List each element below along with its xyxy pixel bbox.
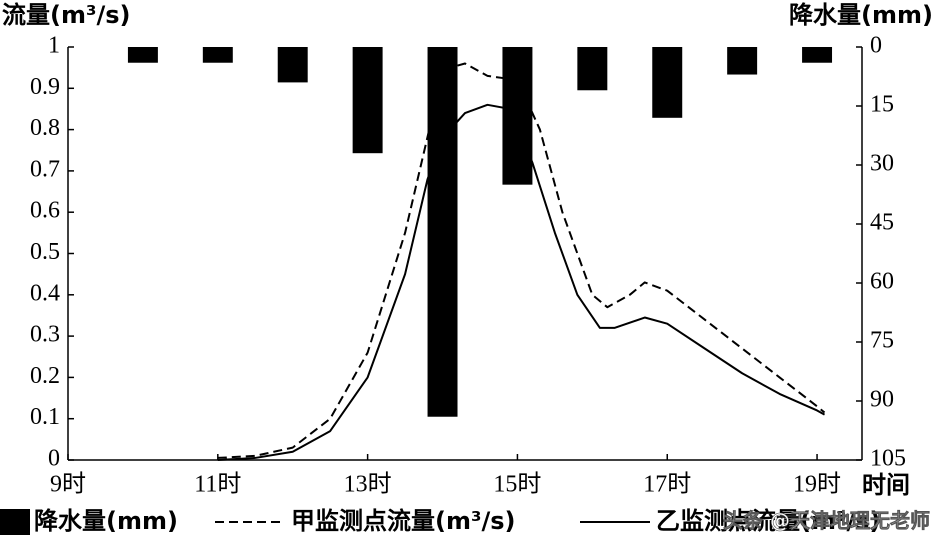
y-tick-label: 0.4 xyxy=(30,280,60,306)
bar xyxy=(577,47,608,91)
y2-tick-label: 45 xyxy=(870,210,894,236)
y2-tick-label: 0 xyxy=(870,33,882,59)
x-tick-label: 19时 xyxy=(793,471,841,498)
y-tick-label: 0.5 xyxy=(30,239,60,265)
x-tick-label: 9时 xyxy=(50,471,86,498)
bar xyxy=(502,47,533,185)
legend-label: 乙监测点流量(m³/s) xyxy=(656,507,881,535)
bar xyxy=(277,47,308,83)
legend-label: 降水量(mm) xyxy=(34,507,178,535)
y-tick-label: 0.8 xyxy=(30,115,60,141)
y-tick-label: 0.1 xyxy=(30,404,60,430)
bar xyxy=(202,47,233,63)
y-axis-title: 流量(m³/s) xyxy=(2,1,131,29)
y-tick-label: 0.6 xyxy=(30,198,60,224)
x-tick-label: 11时 xyxy=(194,471,241,498)
x-tick-label: 17时 xyxy=(643,471,691,498)
y2-tick-label: 90 xyxy=(870,387,894,413)
y2-axis-title: 降水量(mm) xyxy=(789,1,933,29)
y-tick-label: 0.2 xyxy=(30,363,60,389)
y2-tick-label: 75 xyxy=(870,328,894,354)
y-tick-label: 0.9 xyxy=(30,74,60,100)
y-tick-label: 0 xyxy=(48,446,60,472)
legend-label: 甲监测点流量(m³/s) xyxy=(291,507,516,535)
x-tick-label: 13时 xyxy=(344,471,392,498)
x-tick-label: 15时 xyxy=(493,471,541,498)
bar xyxy=(427,47,458,417)
legend-swatch xyxy=(0,509,30,535)
line xyxy=(217,103,826,461)
bar xyxy=(652,47,683,118)
y-tick-label: 1 xyxy=(48,33,60,59)
bar xyxy=(352,47,383,154)
y-tick-label: 0.3 xyxy=(30,322,60,348)
bar xyxy=(802,47,833,63)
y2-tick-label: 30 xyxy=(870,151,894,177)
bar xyxy=(127,47,158,63)
y2-tick-label: 15 xyxy=(870,92,894,118)
y2-tick-label: 105 xyxy=(870,446,906,472)
bar xyxy=(727,47,758,75)
watermark: 头条 @天津地理无老师 xyxy=(723,509,930,533)
x-axis-title: 时间 xyxy=(862,471,910,499)
y-tick-label: 0.7 xyxy=(30,156,60,182)
y2-tick-label: 60 xyxy=(870,269,894,295)
line xyxy=(217,62,826,459)
